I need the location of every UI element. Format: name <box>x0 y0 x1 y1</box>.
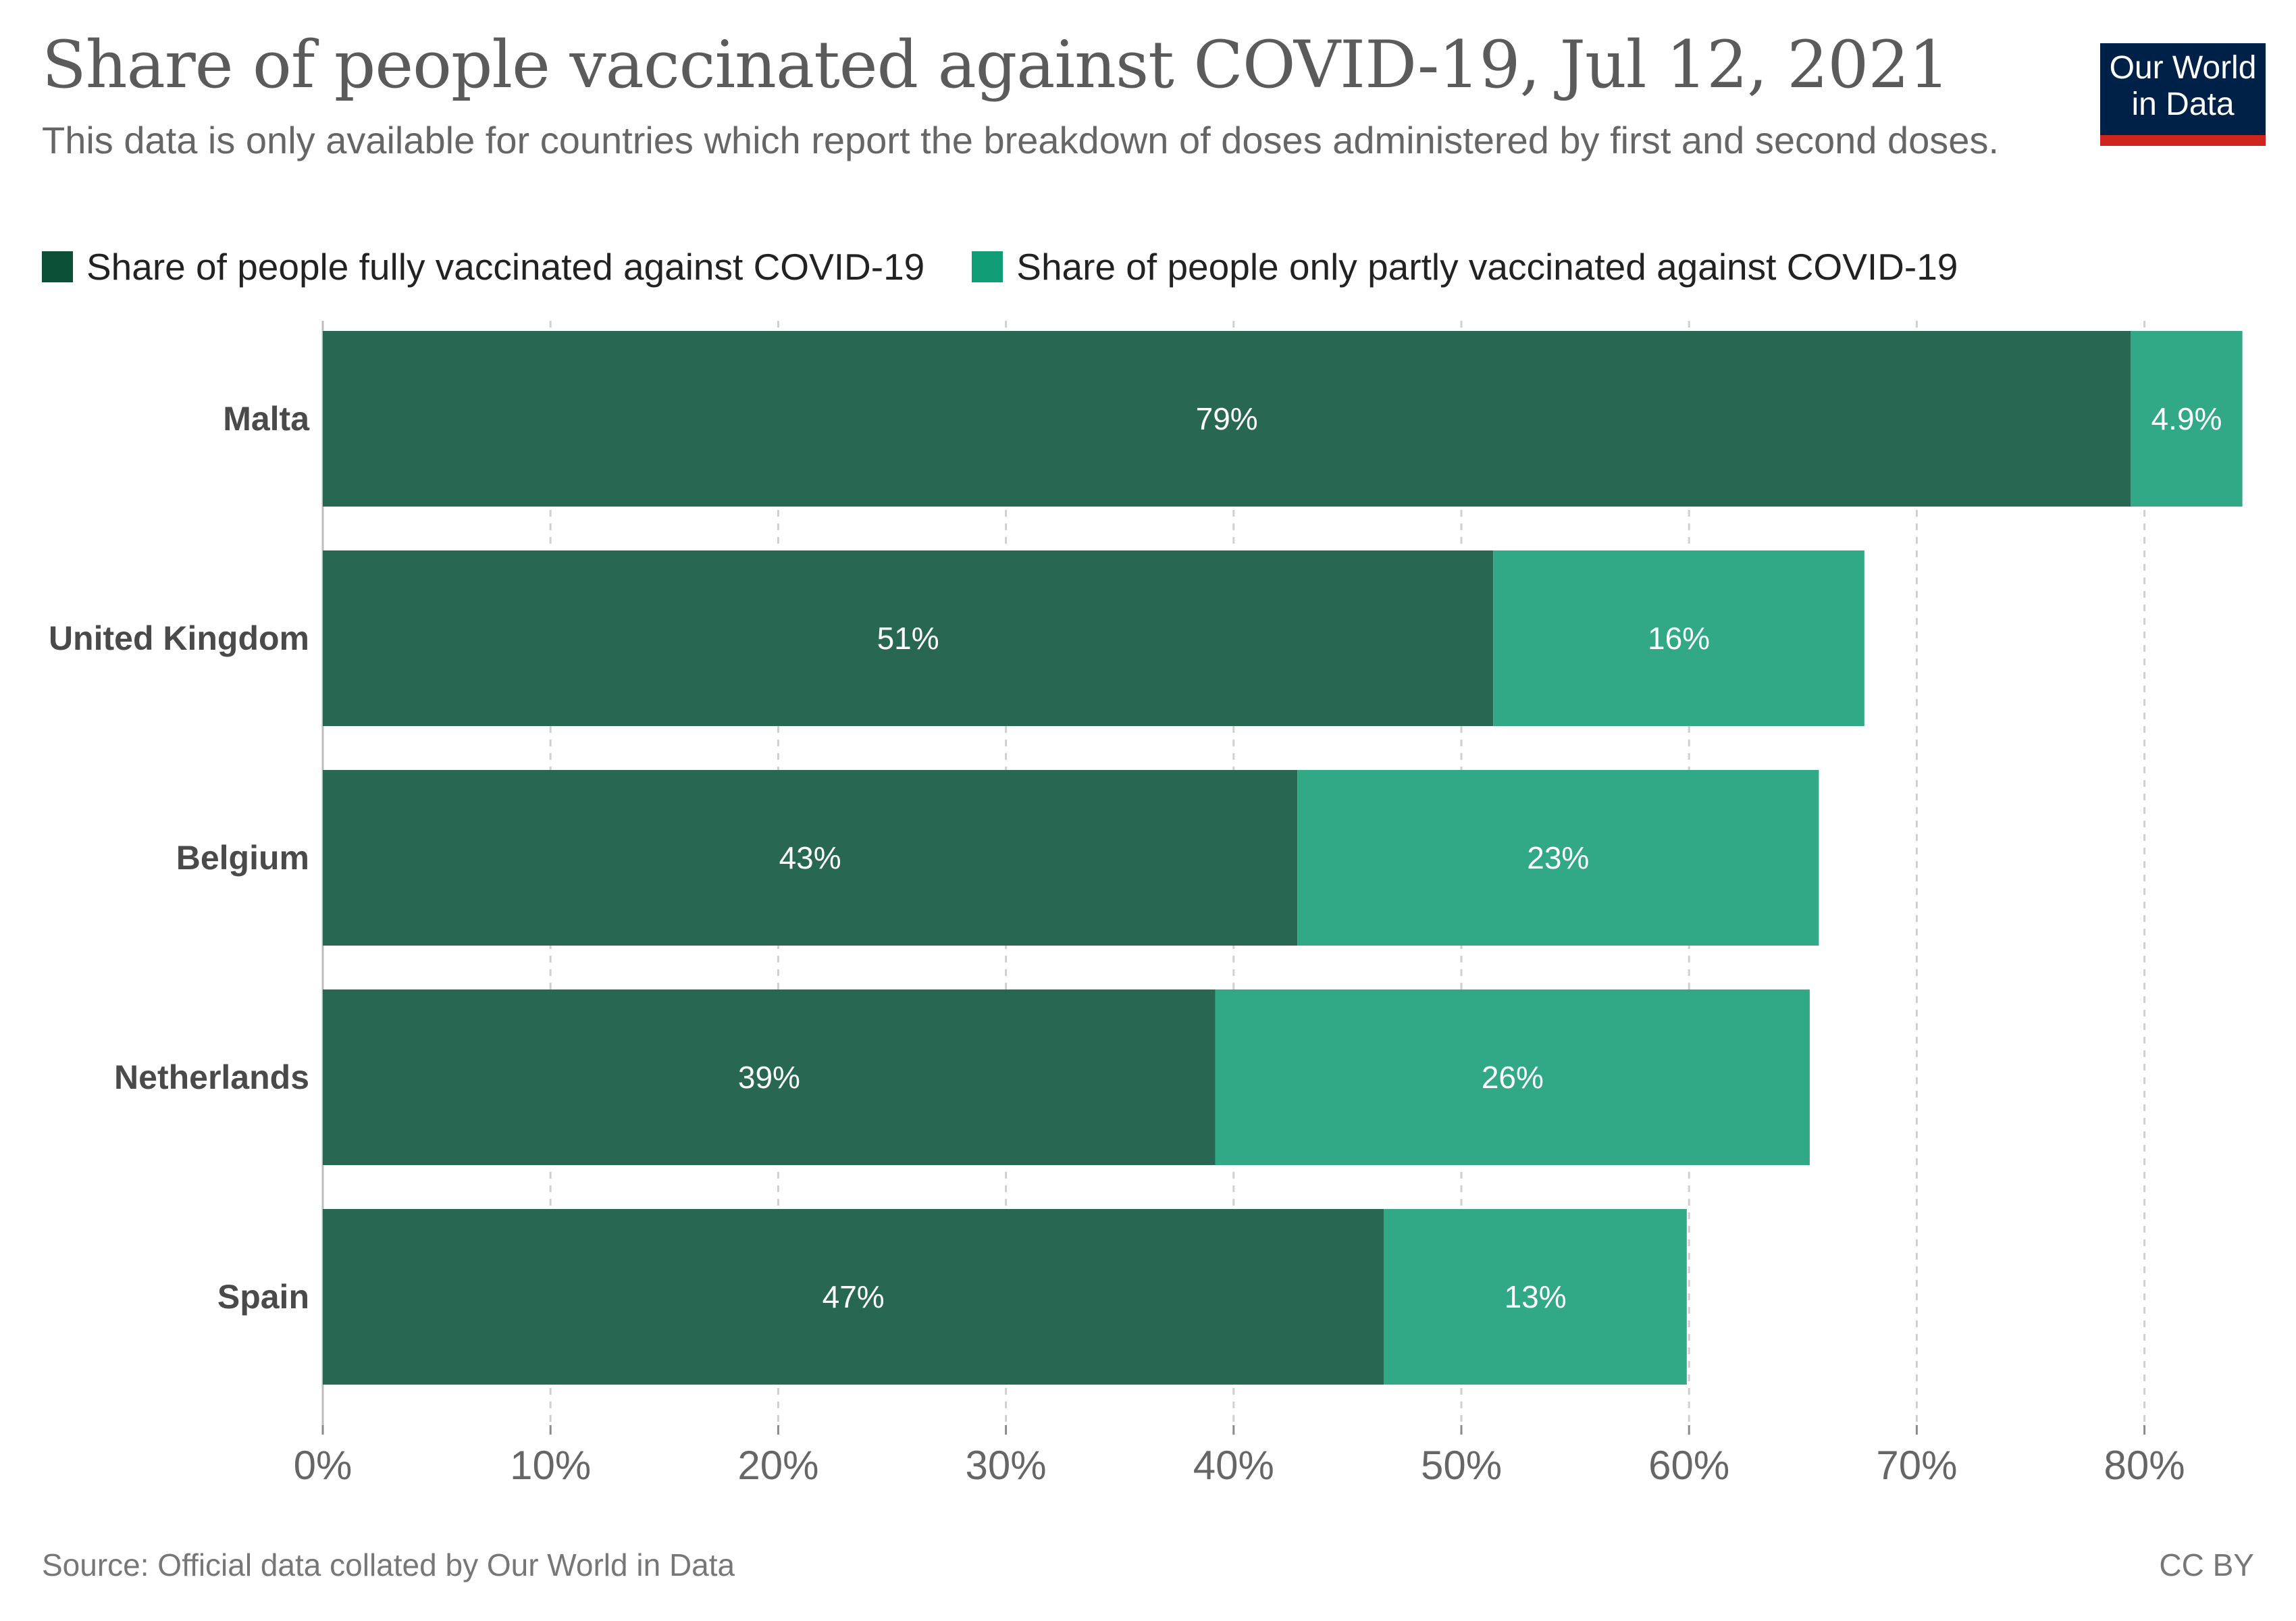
category-label: Spain <box>217 1278 309 1316</box>
bar-value-label: 51% <box>877 621 939 656</box>
bar-segment <box>323 1209 1384 1385</box>
x-tick-label: 70% <box>1876 1443 1957 1488</box>
owid-logo[interactable]: Our World in Data <box>2100 43 2266 146</box>
bar-segment <box>323 989 1216 1165</box>
x-tick-label: 20% <box>737 1443 818 1488</box>
logo-line-1: Our World <box>2109 50 2257 86</box>
category-label: United Kingdom <box>49 619 309 657</box>
legend-swatch-partly <box>972 251 1003 282</box>
bar-segment <box>1297 770 1819 946</box>
bar-value-label: 16% <box>1648 621 1710 656</box>
x-tick-label: 50% <box>1421 1443 1502 1488</box>
bar-value-label: 43% <box>779 840 841 875</box>
source-note: Source: Official data collated by Our Wo… <box>42 1547 735 1583</box>
legend-item-partly: Share of people only partly vaccinated a… <box>972 245 1958 288</box>
chart-subtitle: This data is only available for countrie… <box>42 119 1999 161</box>
chart-legend: Share of people fully vaccinated against… <box>42 243 2005 290</box>
x-tick-label: 30% <box>966 1443 1047 1488</box>
legend-swatch-fully <box>42 251 73 282</box>
category-label: Malta <box>223 400 310 438</box>
x-tick-label: 60% <box>1648 1443 1729 1488</box>
bar-value-label: 23% <box>1527 840 1589 875</box>
x-tick-label: 10% <box>510 1443 591 1488</box>
x-tick-label: 40% <box>1193 1443 1274 1488</box>
x-tick-label: 80% <box>2104 1443 2185 1488</box>
category-label: Belgium <box>176 839 309 877</box>
legend-label-partly: Share of people only partly vaccinated a… <box>1016 246 1958 288</box>
bar-segment <box>2131 331 2243 507</box>
bar-segment <box>1493 550 1864 726</box>
legend-item-fully: Share of people fully vaccinated against… <box>42 245 924 288</box>
bar-segment <box>1215 989 1810 1165</box>
legend-label-fully: Share of people fully vaccinated against… <box>86 246 925 288</box>
bar-value-label: 39% <box>738 1060 800 1095</box>
bar-segment <box>323 550 1494 726</box>
x-tick-label: 0% <box>294 1443 353 1488</box>
bar-segment <box>1384 1209 1687 1385</box>
bar-value-label: 47% <box>823 1279 885 1314</box>
logo-line-2: in Data <box>2131 86 2235 122</box>
bar-value-label: 26% <box>1482 1060 1544 1095</box>
bar-segment <box>323 770 1298 946</box>
bar-segment <box>323 331 2131 507</box>
chart-title: Share of people vaccinated against COVID… <box>42 27 1950 103</box>
category-label: Netherlands <box>114 1058 309 1096</box>
bar-value-label: 79% <box>1196 401 1258 436</box>
logo-accent-bar <box>2100 135 2266 146</box>
bar-value-label: 4.9% <box>2151 401 2222 436</box>
bar-value-label: 13% <box>1505 1279 1567 1314</box>
license-note: CC BY <box>2159 1547 2254 1583</box>
